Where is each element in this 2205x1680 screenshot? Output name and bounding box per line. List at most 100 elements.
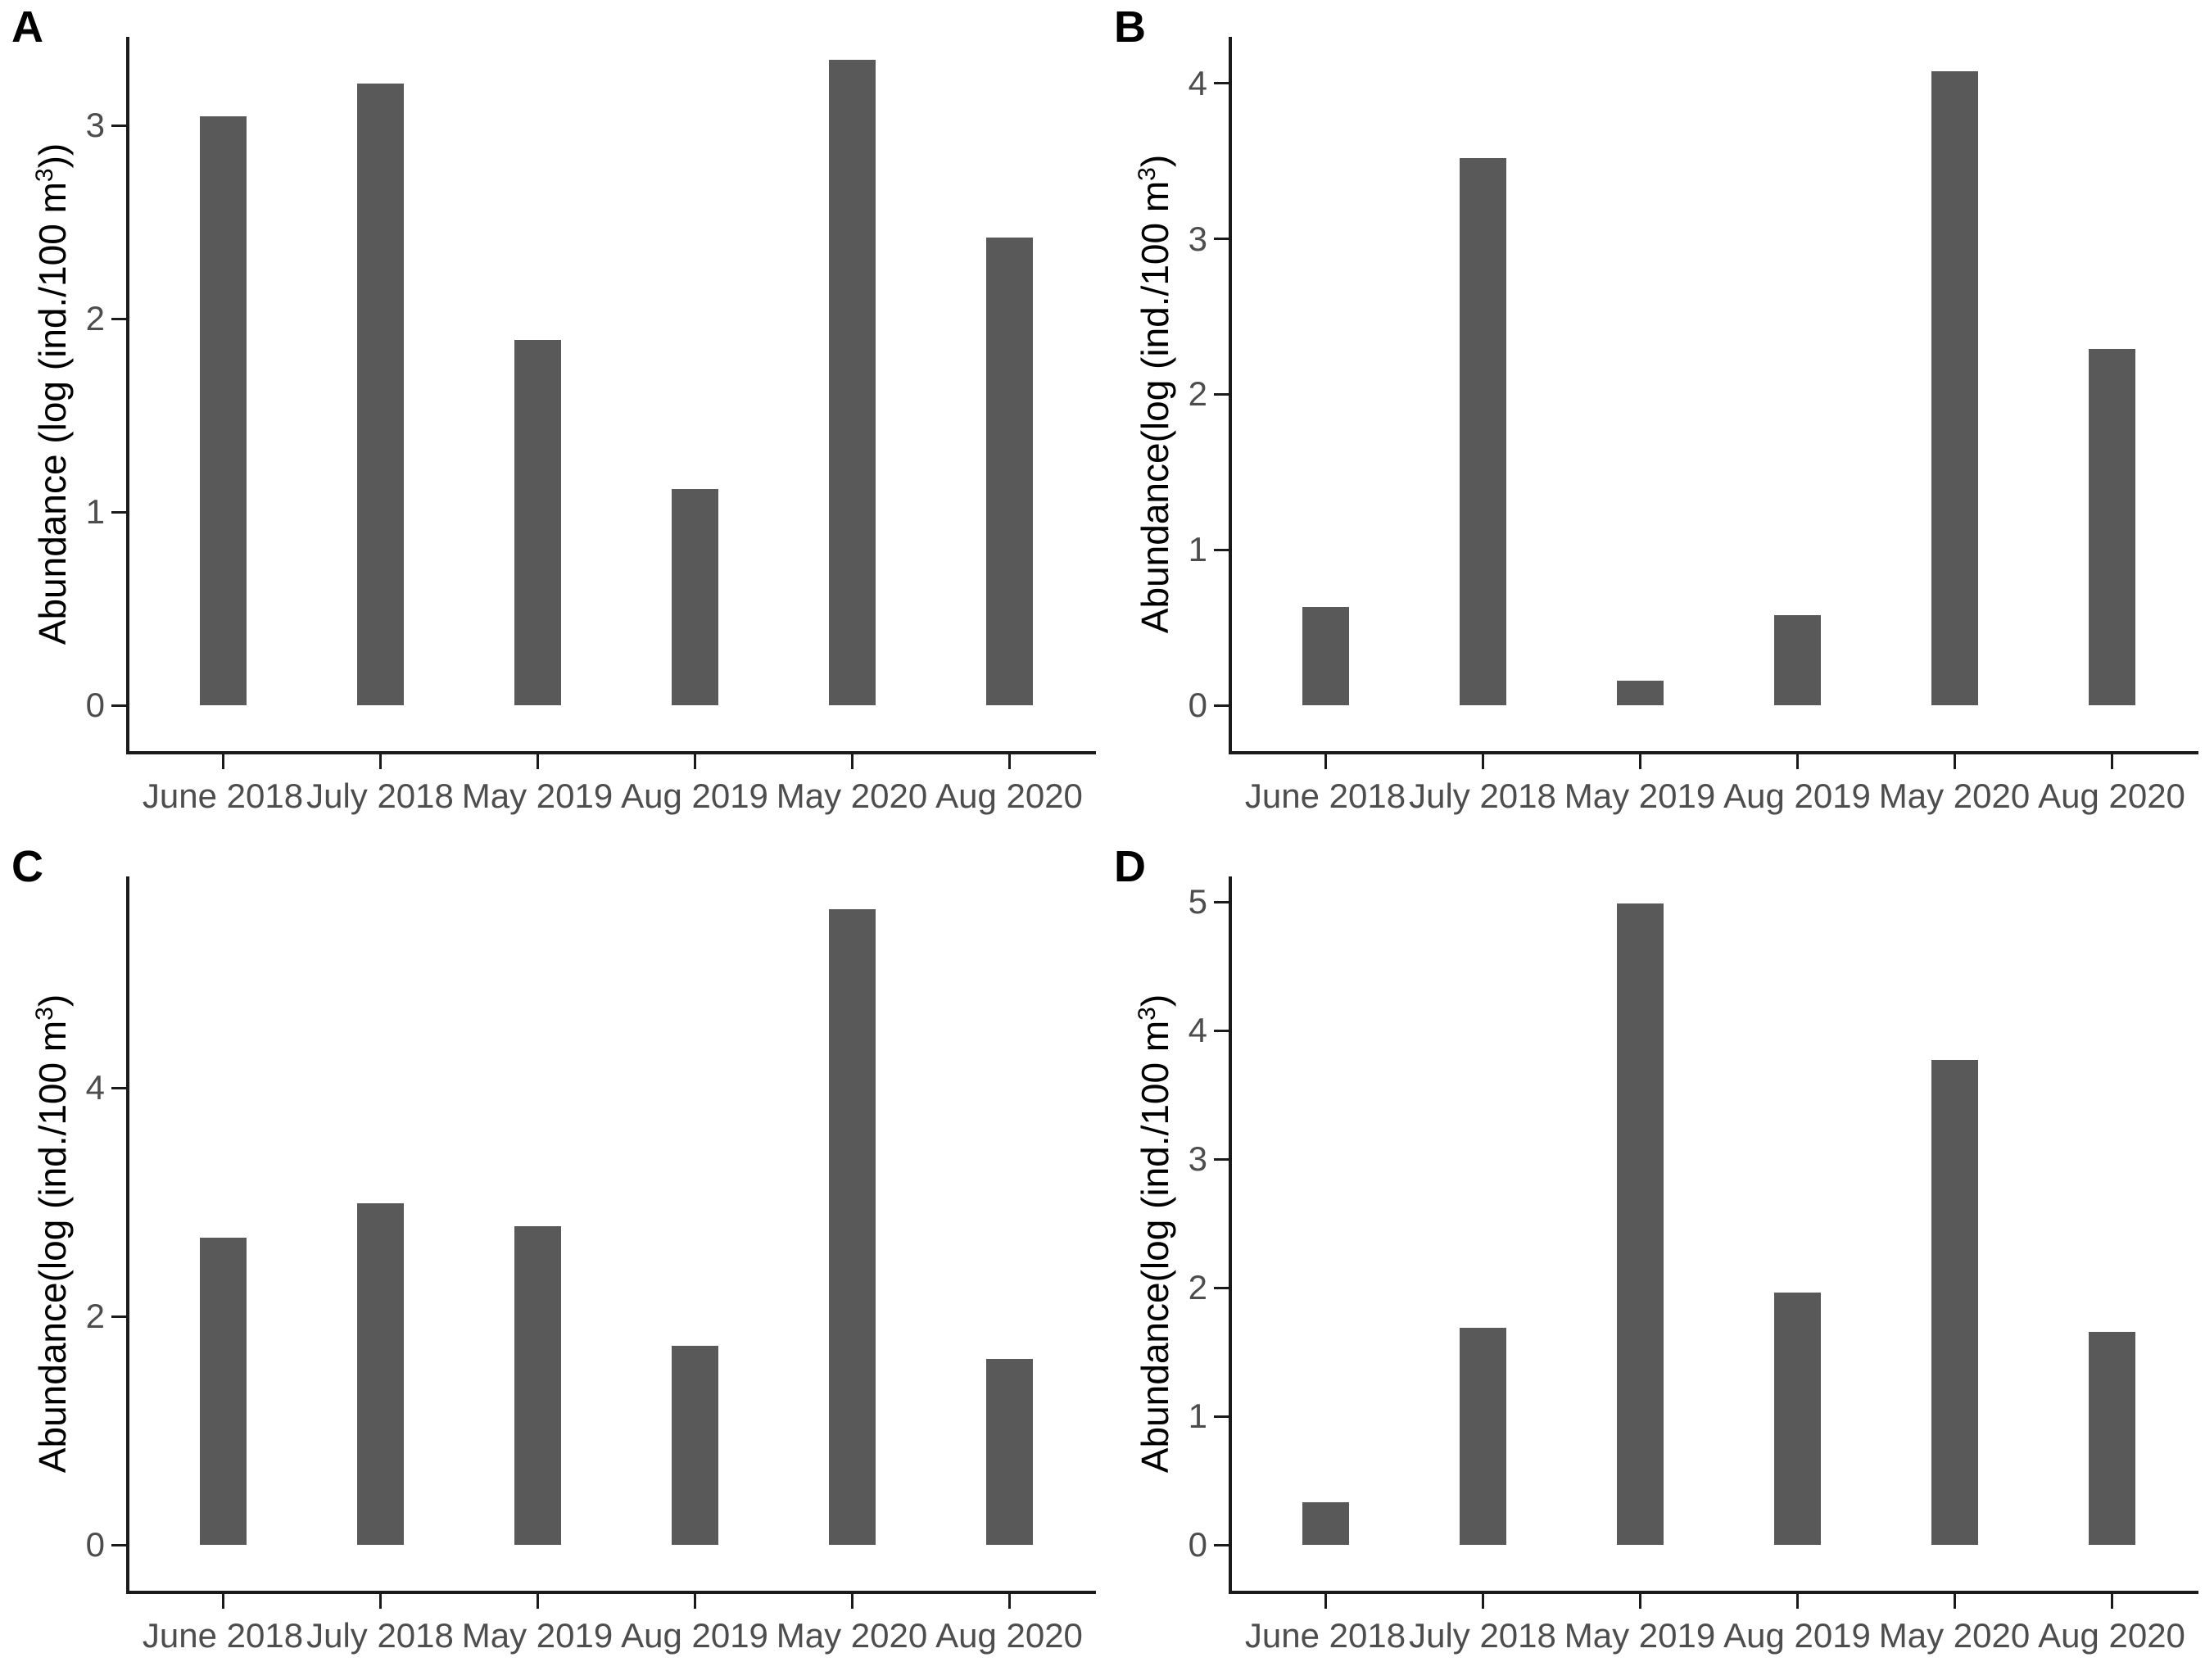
x-tick [693,1594,696,1609]
bar-june-2018 [1302,607,1349,705]
x-tick-label: July 2018 [306,777,454,815]
x-tick [1481,1594,1484,1609]
x-tick [378,1594,382,1609]
panel-a-label: A [11,2,43,52]
x-tick-label: July 2018 [306,1616,454,1655]
bar-may-2019 [1616,903,1664,1545]
panel-d-label: D [1114,842,1146,891]
y-tick [111,704,126,707]
x-tick-label: Aug 2019 [621,1616,768,1655]
panel-a: A Abundance (log (ind./100 m3)) 0 1 2 3 June… [0,0,1102,840]
x-axis-line [1229,1591,2198,1594]
x-tick [693,754,696,769]
bar-july-2018 [356,1202,404,1545]
y-tick [1214,1415,1229,1418]
x-tick [1007,1594,1011,1609]
bar-june-2018 [1302,1502,1349,1545]
bar-june-2018 [199,115,247,705]
y-tick [1214,392,1229,396]
x-tick-label: June 2018 [1244,777,1406,815]
y-tick [111,317,126,320]
y-tick-label: 1 [1188,1397,1207,1436]
y-tick-label: 0 [85,1525,105,1564]
bar-aug-2019 [671,1346,718,1545]
x-tick [850,754,853,769]
y-tick [1214,548,1229,551]
x-tick-label: June 2018 [1244,1616,1406,1655]
y-tick [1214,1543,1229,1546]
x-tick [378,754,382,769]
bar-aug-2020 [985,1358,1033,1545]
x-tick-label: Aug 2019 [621,777,768,815]
x-tick [850,1594,853,1609]
x-tick-label: May 2020 [1878,777,2031,815]
y-tick [1214,1286,1229,1289]
bar-may-2020 [1931,1060,1978,1545]
y-axis-title-text: )) [31,143,74,169]
bar-june-2018 [199,1237,247,1545]
y-tick-label: 1 [1188,530,1207,569]
y-axis-title: Abundance (log (ind./100 m3)) [30,143,75,645]
y-tick-label: 3 [1188,1139,1207,1179]
panel-c-label: C [11,842,43,891]
y-axis-line [126,37,129,754]
panel-b-label: B [1114,2,1146,52]
y-tick-label: 2 [1188,1268,1207,1307]
y-tick-label: 3 [1188,219,1207,258]
x-tick [221,1594,224,1609]
y-tick-label: 1 [85,492,105,532]
panel-c: C Abundance(log (ind./100 m3) 0 2 4 June 20… [0,840,1102,1680]
x-tick [536,754,539,769]
x-tick-label: May 2019 [461,777,614,815]
y-axis-title-text: Abundance (log (ind./100 m [31,182,74,645]
x-tick [1324,754,1327,769]
bar-may-2019 [514,1225,561,1545]
x-axis-line [126,751,1096,754]
y-tick-label: 4 [1188,1011,1207,1050]
y-tick-label: 2 [85,299,105,338]
x-tick [1007,754,1011,769]
x-tick-label: Aug 2020 [935,1616,1083,1655]
panel-d: D Abundance(log (ind./100 m3) 0 1 2 3 4 5 June… [1102,840,2205,1680]
bar-aug-2019 [1773,1293,1821,1545]
y-tick [1214,1029,1229,1032]
x-tick-label: Aug 2019 [1723,777,1871,815]
x-tick [1481,754,1484,769]
y-tick [1214,900,1229,903]
bar-may-2020 [828,60,876,705]
x-tick-label: May 2019 [1564,1616,1716,1655]
bar-aug-2020 [2088,349,2135,705]
bar-may-2019 [514,340,561,705]
x-axis-line [1229,751,2198,754]
x-tick-label: July 2018 [1409,777,1556,815]
x-tick [1638,754,1641,769]
x-tick-label: June 2018 [142,777,304,815]
x-tick [1953,754,1956,769]
bar-may-2020 [828,909,876,1545]
bar-aug-2019 [671,488,718,705]
y-axis-title-text: ) [31,994,74,1008]
x-tick-label: May 2019 [1564,777,1716,815]
y-tick [111,510,126,514]
y-tick [1214,82,1229,85]
y-axis-line [1229,37,1232,754]
bar-may-2019 [1616,680,1664,705]
y-tick [111,1315,126,1318]
x-tick-label: May 2019 [461,1616,614,1655]
y-tick-label: 2 [1188,374,1207,414]
y-axis-title-superscript: 3 [1134,167,1161,181]
y-axis-title-text: ) [1134,154,1176,168]
y-tick [111,1543,126,1546]
y-axis-title-superscript: 3 [31,168,58,183]
y-tick [1214,704,1229,707]
bar-july-2018 [1459,158,1506,705]
y-tick [111,1086,126,1089]
panel-b: B Abundance(log (ind./100 m3) 0 1 2 3 4 June … [1102,0,2205,840]
y-tick-label: 2 [85,1297,105,1336]
y-tick-label: 0 [1188,686,1207,724]
x-tick [221,754,224,769]
bar-may-2020 [1931,70,1978,705]
y-tick-label: 4 [1188,63,1207,102]
y-axis-title-superscript: 3 [31,1007,58,1021]
